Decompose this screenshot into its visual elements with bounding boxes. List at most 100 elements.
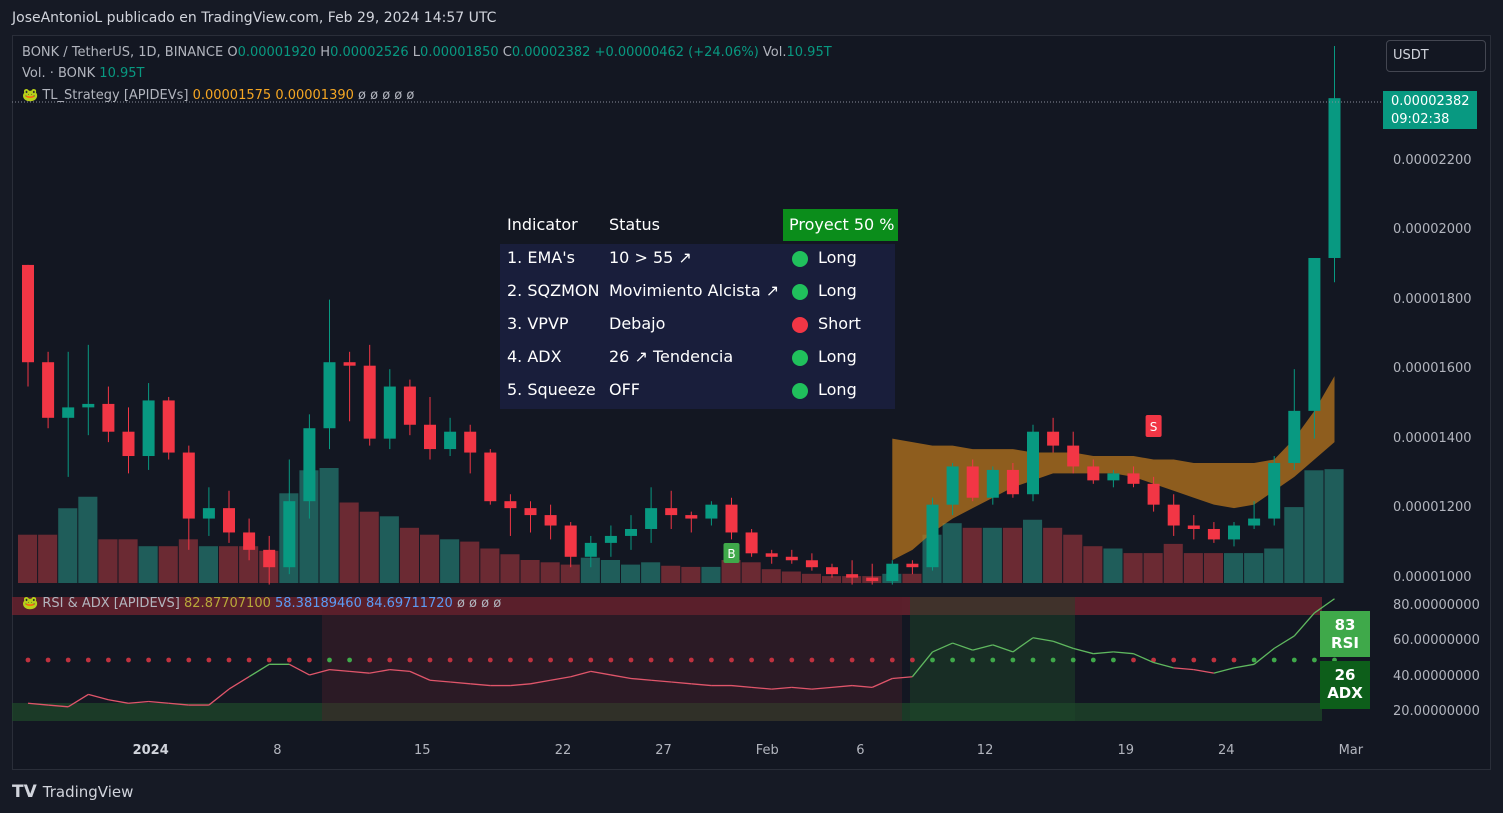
last-price-value: 0.00002382	[1391, 94, 1470, 109]
ohlc-legend: BONK / TetherUS, 1D, BINANCE O0.00001920…	[22, 45, 832, 60]
rsi-line-segment	[1113, 651, 1134, 655]
adx-dot	[266, 657, 272, 663]
rsi-badge-label: RSI	[1331, 634, 1359, 652]
rsi-line-segment	[228, 676, 250, 690]
rsi-line-segment	[992, 644, 1014, 653]
rsi-line-segment	[1314, 598, 1335, 614]
sell-marker: S	[1145, 415, 1162, 437]
adx-dot	[950, 657, 955, 663]
adx-dot	[106, 657, 111, 663]
open-label: O	[227, 45, 238, 60]
adx-dot	[65, 657, 71, 663]
rsi-line-segment	[1213, 667, 1235, 674]
volume-bar	[178, 539, 198, 583]
adx-dot	[829, 657, 835, 663]
volume-bar	[942, 523, 962, 583]
rsi-line-segment	[288, 663, 310, 676]
rsi-line-segment	[1073, 647, 1094, 655]
adx-dot	[367, 657, 373, 663]
adx-dot	[447, 657, 453, 663]
chart-canvas[interactable]: BS	[12, 35, 1489, 768]
time-axis-tick: 8	[273, 743, 282, 758]
rsi-line-segment	[811, 686, 833, 690]
adx-dot	[889, 657, 895, 663]
adx-dot	[1211, 657, 1217, 663]
candle-body	[1228, 525, 1240, 540]
rsi-line-segment	[409, 670, 431, 681]
adx-badge: 26 ADX	[1320, 661, 1370, 709]
volume-bar	[138, 546, 158, 583]
rsi-line-segment	[1233, 663, 1255, 669]
candle-body	[745, 532, 758, 554]
rsi-line-segment	[590, 670, 612, 676]
volume-bar	[1244, 553, 1264, 583]
rsi-line-segment	[570, 670, 591, 678]
volume-bar	[1163, 543, 1183, 583]
volume-bar	[641, 562, 661, 583]
adx-dot	[869, 657, 875, 663]
projection-badge: Proyect 50 %	[783, 209, 898, 241]
volume-bar	[1123, 553, 1143, 583]
rsi-name: RSI & ADX [APIDEVS]	[42, 596, 180, 611]
candle-body	[424, 424, 436, 450]
adx-dot	[1070, 657, 1076, 663]
adx-dot	[467, 657, 473, 663]
candle-body	[182, 452, 195, 519]
volume-bars	[18, 468, 1344, 583]
price-axis-tick: 0.00001600	[1393, 361, 1472, 377]
rsi-line-segment	[1173, 667, 1194, 671]
rsi-value-2: 58.38189460	[275, 596, 362, 611]
volume-bar	[962, 527, 982, 583]
time-axis-tick: 27	[655, 743, 672, 758]
indicator-signal: Long	[792, 373, 857, 406]
candle-body	[42, 362, 55, 418]
adx-dot	[588, 657, 594, 663]
rsi-axis-tick: 80.00000000	[1393, 597, 1480, 613]
currency-button[interactable]: USDT	[1386, 40, 1486, 72]
candle-body	[1167, 504, 1180, 526]
adx-dot	[568, 657, 574, 663]
volume-bar	[1023, 519, 1043, 583]
adx-dot	[930, 657, 935, 663]
indicator-status: Movimiento Alcista ↗	[609, 281, 780, 300]
candle-body	[866, 577, 879, 582]
rsi-legend: 🐸 RSI & ADX [APIDEVS] 82.87707100 58.381…	[22, 596, 501, 611]
rsi-line-segment	[168, 702, 189, 706]
candle-body	[1207, 528, 1220, 540]
volume-legend-value: 10.95T	[99, 66, 145, 81]
candle-body	[484, 452, 497, 502]
low-label: L	[412, 45, 421, 60]
volume-bar	[1063, 534, 1083, 583]
volume-bar	[460, 541, 480, 583]
candle-body	[1107, 473, 1120, 481]
rsi-line-segment	[1133, 653, 1154, 664]
candle-body	[363, 365, 376, 439]
buy-marker: B	[723, 543, 740, 563]
strategy-value-1: 0.00001575	[192, 88, 272, 103]
indicator-status: 26 ↗ Tendencia	[609, 347, 734, 366]
volume-bar	[319, 468, 339, 583]
candle-body	[1288, 410, 1301, 463]
signal-dot-icon	[792, 349, 808, 366]
rsi-line-segment	[309, 669, 330, 676]
candle-body	[162, 400, 175, 453]
adx-dot	[1191, 657, 1197, 663]
rsi-axis-tick: 40.00000000	[1393, 668, 1480, 684]
high-label: H	[320, 45, 331, 60]
candle-body	[122, 431, 135, 457]
rsi-line-segment	[1052, 640, 1074, 649]
candle-body	[1248, 518, 1261, 526]
candle-body	[303, 428, 316, 502]
candle-body	[906, 563, 919, 568]
buy-marker-label: B	[727, 547, 735, 561]
rsi-line-segment	[691, 683, 712, 687]
adx-dot	[1171, 657, 1177, 663]
frog-icon: 🐸	[22, 88, 39, 103]
footer-brand[interactable]: TV TradingView	[12, 782, 133, 802]
candle-body	[323, 362, 336, 429]
rsi-line-segment	[329, 668, 350, 673]
volume-bar	[621, 564, 641, 583]
rsi-line-segment	[1032, 637, 1054, 642]
adx-dot	[548, 657, 553, 663]
adx-dot	[1251, 657, 1257, 663]
